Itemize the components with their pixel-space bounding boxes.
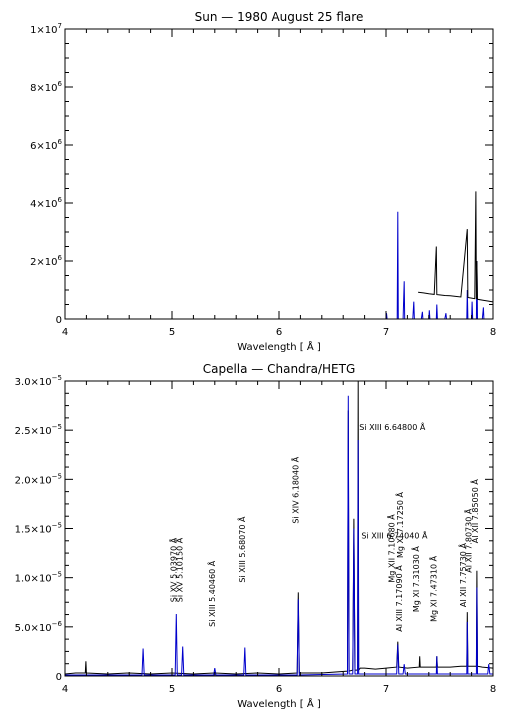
x-tick-label: 7 [383, 684, 389, 695]
x-tick-label: 4 [62, 327, 68, 338]
x-tick-label: 7 [383, 327, 389, 338]
line-annotation: Si XIII 6.74040 Å [361, 529, 428, 540]
y-tick-label: 0 [56, 672, 62, 683]
x-axis-label: Wavelength [ Å ] [237, 697, 321, 710]
line-annotation: Al XII 7.75730 Å [457, 543, 468, 608]
series-line-2 [65, 395, 493, 676]
line-annotation: Mg XII 7.10680 Å [386, 514, 397, 583]
x-tick-label: 5 [169, 684, 175, 695]
plot-frame [64, 380, 494, 677]
series-line-2 [418, 191, 493, 303]
y-tick-label: 1.0×10−5 [15, 571, 62, 585]
line-annotation: Si XV 5.10150 Å [174, 537, 185, 602]
line-annotation: Si XV 5.03970 Å [167, 537, 178, 602]
line-annotation: Si XIII 5.68070 Å [236, 516, 247, 583]
y-tick-label: 2.5×10−5 [15, 423, 62, 437]
chart-title: Sun — 1980 August 25 flare [195, 10, 364, 24]
y-tick-label: 2×106 [30, 254, 62, 268]
y-tick-label: 2.0×10−5 [15, 472, 62, 486]
y-tick-label: 1×107 [30, 22, 62, 36]
x-tick-label: 4 [62, 684, 68, 695]
line-annotation: Si XIII 5.40460 Å [206, 560, 217, 627]
y-tick-label: 4×106 [30, 196, 62, 210]
y-tick-label: 1.5×10−5 [15, 522, 62, 536]
line-annotation: Mg XI 7.47310 Å [427, 555, 438, 622]
x-tick-label: 5 [169, 327, 175, 338]
y-tick-label: 0 [56, 315, 62, 326]
x-tick-label: 8 [490, 327, 496, 338]
y-tick-label: 5.0×10−6 [15, 620, 63, 634]
line-annotation: Si XIII 6.64800 Å [359, 421, 426, 432]
panel-1: 4 5 6 7 8 0 2×106 4×106 6×106 8×106 1×107 Sun — 198… [30, 10, 496, 353]
line-annotation: Mg XI 7.31030 Å [410, 546, 421, 613]
x-tick-label: 6 [276, 684, 282, 695]
line-annotation: Al XII 7.80730 Å [463, 508, 474, 573]
panel-2: 4 5 6 7 8 0 5.0×10−6 1.0×10−5 1.5×10−5 2.0×10−5 2.… [15, 362, 497, 710]
x-axis-label: Wavelength [ Å ] [237, 340, 321, 353]
line-annotation: Al XII 7.85050 Å [469, 479, 480, 544]
y-tick-label: 8×106 [30, 80, 62, 94]
line-annotation: Al XIII 7.17090 Å [393, 565, 404, 632]
y-tick-label: 6×106 [30, 138, 62, 152]
line-annotation: Si XIV 6.18040 Å [289, 456, 300, 523]
x-tick-label: 6 [276, 327, 282, 338]
y-tick-label: 3.0×10−5 [15, 374, 62, 388]
series-line-1 [65, 381, 493, 675]
plot-frame [64, 28, 494, 320]
x-tick-label: 8 [490, 684, 496, 695]
line-annotation: Mg XI 7.17250 Å [394, 491, 405, 558]
chart-title: Capella — Chandra/HETG [203, 362, 356, 376]
